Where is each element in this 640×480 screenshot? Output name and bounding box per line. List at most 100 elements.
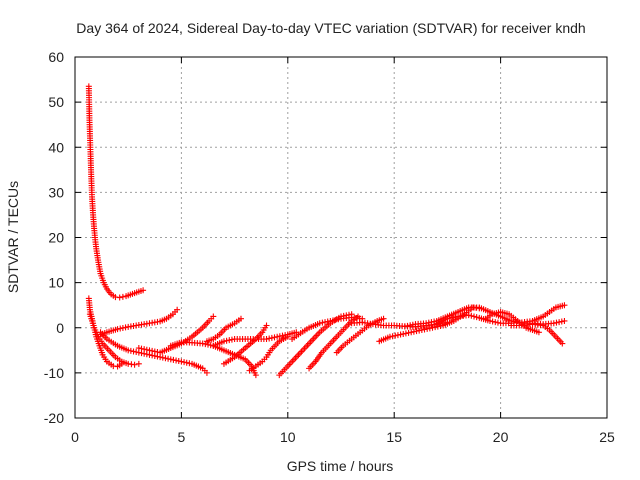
data-point-marker [186, 360, 193, 367]
data-point-marker [162, 355, 169, 362]
data-point-marker [205, 341, 211, 348]
data-point-marker [447, 315, 454, 322]
data-point-marker [130, 348, 137, 355]
y-tick-label: 40 [48, 139, 64, 155]
data-point-marker [174, 306, 181, 313]
y-tick-label: -10 [44, 365, 64, 381]
series-arc-14 [306, 313, 362, 372]
series-arc-3 [86, 311, 142, 368]
data-point-marker [151, 348, 158, 355]
data-point-marker [401, 323, 408, 330]
data-point-marker [159, 354, 166, 361]
data-point-marker [394, 332, 401, 339]
data-point-marker [424, 325, 431, 332]
data-point-marker [131, 361, 138, 368]
x-axis-label: GPS time / hours [287, 458, 394, 474]
data-point-marker [404, 322, 411, 329]
series-arc-20 [482, 308, 542, 336]
data-point-marker [279, 332, 286, 339]
data-point-marker [114, 326, 121, 333]
data-point-marker [492, 319, 499, 326]
data-point-marker [146, 347, 153, 354]
data-point-marker [116, 294, 123, 301]
x-tick-label: 5 [178, 429, 186, 445]
data-point-marker [173, 357, 180, 364]
y-axis-label: SDTVAR / TECUs [5, 181, 21, 293]
data-point-marker [494, 319, 501, 326]
data-point-marker [119, 293, 126, 300]
x-tick-label: 25 [599, 429, 615, 445]
data-point-marker [125, 347, 132, 354]
series-arc-11 [246, 333, 291, 374]
y-tick-label: 20 [48, 230, 64, 246]
data-point-marker [432, 324, 439, 331]
data-point-marker [535, 329, 542, 336]
data-point-marker [274, 333, 281, 340]
data-point-marker [426, 325, 433, 332]
data-point-marker [486, 317, 493, 324]
data-point-marker [428, 319, 435, 326]
data-point-marker [149, 347, 156, 354]
data-point-marker [237, 315, 244, 322]
data-point-marker [421, 326, 428, 333]
series-arc-5 [97, 329, 210, 376]
data-point-marker [138, 345, 145, 352]
x-tick-label: 15 [386, 429, 402, 445]
data-point-marker [263, 336, 270, 343]
data-point-marker [223, 337, 230, 344]
series-arc-10 [220, 322, 270, 367]
data-point-marker [407, 322, 414, 329]
data-point-marker [332, 316, 339, 323]
data-point-marker [119, 324, 126, 331]
data-point-marker [335, 316, 342, 323]
data-point-marker [400, 330, 407, 337]
data-point-marker [444, 315, 451, 322]
data-point-marker [556, 319, 563, 326]
data-point-marker [322, 319, 329, 326]
data-point-marker [266, 335, 273, 342]
data-point-marker [330, 317, 337, 324]
data-point-marker [175, 358, 182, 365]
data-point-marker [380, 315, 387, 322]
data-point-marker [170, 356, 177, 363]
data-point-marker [178, 358, 185, 365]
data-point-marker [220, 338, 227, 345]
x-tick-label: 20 [493, 429, 509, 445]
x-tick-label: 10 [280, 429, 296, 445]
data-point-marker [561, 317, 568, 324]
series-arc-4 [97, 306, 181, 338]
data-point-marker [140, 287, 147, 294]
data-point-marker [392, 332, 399, 339]
y-tick-labels: -20 -10 0 10 20 30 40 50 60 [44, 49, 64, 426]
data-point-marker [143, 346, 150, 353]
data-point-marker [327, 317, 334, 324]
y-tick-label: 0 [56, 320, 64, 336]
data-point-marker [389, 333, 396, 340]
data-point-marker [405, 329, 412, 336]
data-point-marker [117, 325, 124, 332]
data-point-marker [181, 359, 188, 366]
data-point-marker [397, 331, 404, 338]
data-point-marker [167, 356, 174, 363]
series-arc-7 [167, 339, 259, 379]
data-points [85, 83, 568, 379]
data-point-marker [402, 330, 409, 337]
data-point-marker [210, 313, 217, 320]
data-point-marker [199, 340, 206, 347]
data-point-marker [133, 349, 140, 356]
data-point-marker [276, 333, 283, 340]
data-point-marker [550, 320, 557, 327]
data-point-marker [425, 319, 432, 326]
data-point-marker [316, 320, 323, 327]
y-tick-label: 50 [48, 94, 64, 110]
data-point-marker [553, 319, 560, 326]
data-point-marker [413, 328, 420, 335]
x-tick-label: 0 [71, 429, 79, 445]
y-tick-label: 10 [48, 275, 64, 291]
data-point-marker [268, 334, 275, 341]
data-point-marker [228, 336, 235, 343]
data-point-marker [468, 312, 475, 319]
data-point-marker [203, 369, 210, 376]
